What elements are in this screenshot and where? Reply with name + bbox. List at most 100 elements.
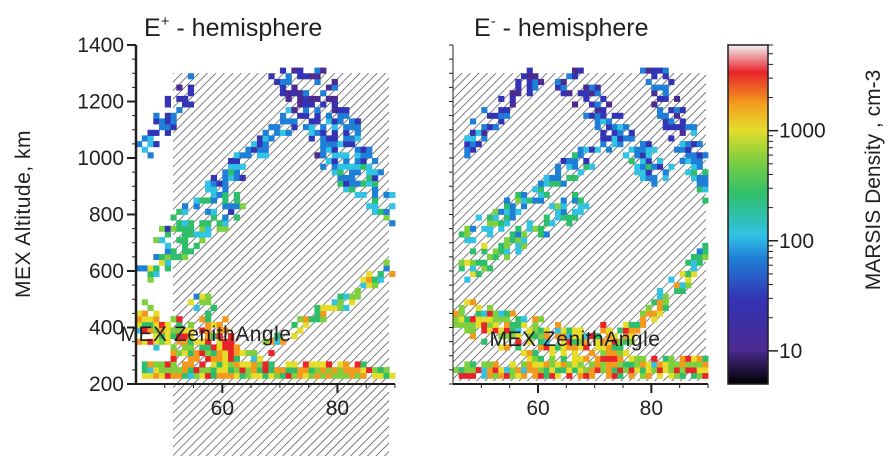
heatmap-cell [543, 367, 550, 374]
heatmap-cell [509, 214, 516, 221]
heatmap-cell [170, 367, 177, 374]
heatmap-cell [349, 367, 356, 374]
heatmap-cell [308, 367, 315, 374]
heatmap-cell [600, 367, 607, 374]
heatmap-cell [291, 118, 298, 125]
heatmap-cell [274, 372, 281, 379]
heatmap-cell [674, 95, 681, 102]
heatmap-cell [222, 350, 229, 357]
heatmap-cell [623, 124, 630, 131]
heatmap-cell [285, 361, 292, 368]
heatmap-cell [487, 231, 494, 238]
heatmap-cell [691, 361, 698, 368]
heatmap-cell [560, 203, 567, 210]
heatmap-cell [262, 152, 269, 159]
heatmap-cell [640, 372, 647, 379]
heatmap-cell [349, 124, 356, 131]
heatmap-cell [617, 141, 624, 148]
heatmap-cell [337, 174, 344, 181]
heatmap-cell [572, 73, 579, 80]
heatmap-cell [498, 112, 505, 119]
heatmap-cell [205, 355, 212, 362]
heatmap-cell [470, 372, 477, 379]
heatmap-cell [170, 112, 177, 119]
heatmap-cell [662, 293, 669, 300]
heatmap-cell [314, 361, 321, 368]
heatmap-cell [199, 372, 206, 379]
heatmap-cell [199, 361, 206, 368]
heatmap-cell [611, 141, 618, 148]
heatmap-cell [464, 316, 471, 323]
heatmap-cell [458, 321, 465, 328]
heatmap-cell [285, 107, 292, 114]
heatmap-cell [543, 361, 550, 368]
heatmap-cell [691, 152, 698, 159]
heatmap-cell [458, 231, 465, 238]
heatmap-cell [572, 67, 579, 74]
heatmap-cell [182, 327, 189, 334]
heatmap-cell [651, 146, 658, 153]
heatmap-cell [159, 372, 166, 379]
heatmap-cell [164, 265, 171, 272]
heatmap-cell [372, 191, 379, 198]
heatmap-cell [600, 321, 607, 328]
heatmap-cell [696, 163, 703, 170]
heatmap-cell [320, 124, 327, 131]
heatmap-cell [187, 248, 194, 255]
heatmap-cell [651, 180, 658, 187]
heatmap-cell [239, 372, 246, 379]
heatmap-cell [572, 333, 579, 340]
heatmap-cell [210, 350, 217, 357]
heatmap-cell [606, 361, 613, 368]
heatmap-cell [611, 338, 618, 345]
heatmap-cell [572, 197, 579, 204]
heatmap-cell [481, 321, 488, 328]
heatmap-cell [331, 304, 338, 311]
heatmap-cell [572, 214, 579, 221]
heatmap-cell [228, 338, 235, 345]
heatmap-cell [696, 158, 703, 165]
heatmap-cell [228, 169, 235, 176]
heatmap-cell [262, 141, 269, 148]
heatmap-cell [314, 367, 321, 374]
heatmap-cell [526, 333, 533, 340]
heatmap-cell [354, 129, 361, 136]
heatmap-cell [634, 361, 641, 368]
heatmap-cell [640, 316, 647, 323]
heatmap-cell [170, 254, 177, 261]
heatmap-cell [521, 361, 528, 368]
heatmap-cell [141, 367, 148, 374]
heatmap-cell [187, 350, 194, 357]
heatmap-cell [691, 271, 698, 277]
heatmap-cell [153, 129, 160, 136]
heatmap-cell [170, 225, 177, 232]
heatmap-cell [492, 248, 499, 255]
heatmap-cell [302, 107, 310, 114]
heatmap-cell [262, 361, 269, 368]
heatmap-cell [628, 146, 635, 153]
heatmap-cell [617, 344, 624, 351]
heatmap-cell [325, 118, 333, 125]
heatmap-cell [645, 78, 652, 85]
heatmap-cell [515, 90, 522, 97]
heatmap-cell [354, 158, 361, 165]
heatmap-cell [187, 101, 194, 108]
heatmap-cell [331, 118, 338, 125]
heatmap-cell [199, 293, 206, 300]
heatmap-cell [199, 237, 206, 244]
heatmap-cell [153, 367, 160, 374]
heatmap-cell [205, 327, 212, 334]
heatmap-cell [651, 67, 658, 74]
heatmap-cell [640, 310, 647, 317]
heatmap-cell [572, 355, 579, 362]
heatmap-cell [589, 112, 596, 119]
heatmap-cell [141, 327, 148, 334]
heatmap-cell [170, 333, 177, 340]
heatmap-cell [233, 372, 240, 379]
heatmap-cell [176, 316, 183, 323]
heatmap-cell [308, 95, 315, 102]
heatmap-cell [274, 333, 281, 340]
heatmap-cell [464, 141, 471, 148]
heatmap-cell [583, 95, 590, 102]
heatmap-cell [239, 152, 246, 159]
